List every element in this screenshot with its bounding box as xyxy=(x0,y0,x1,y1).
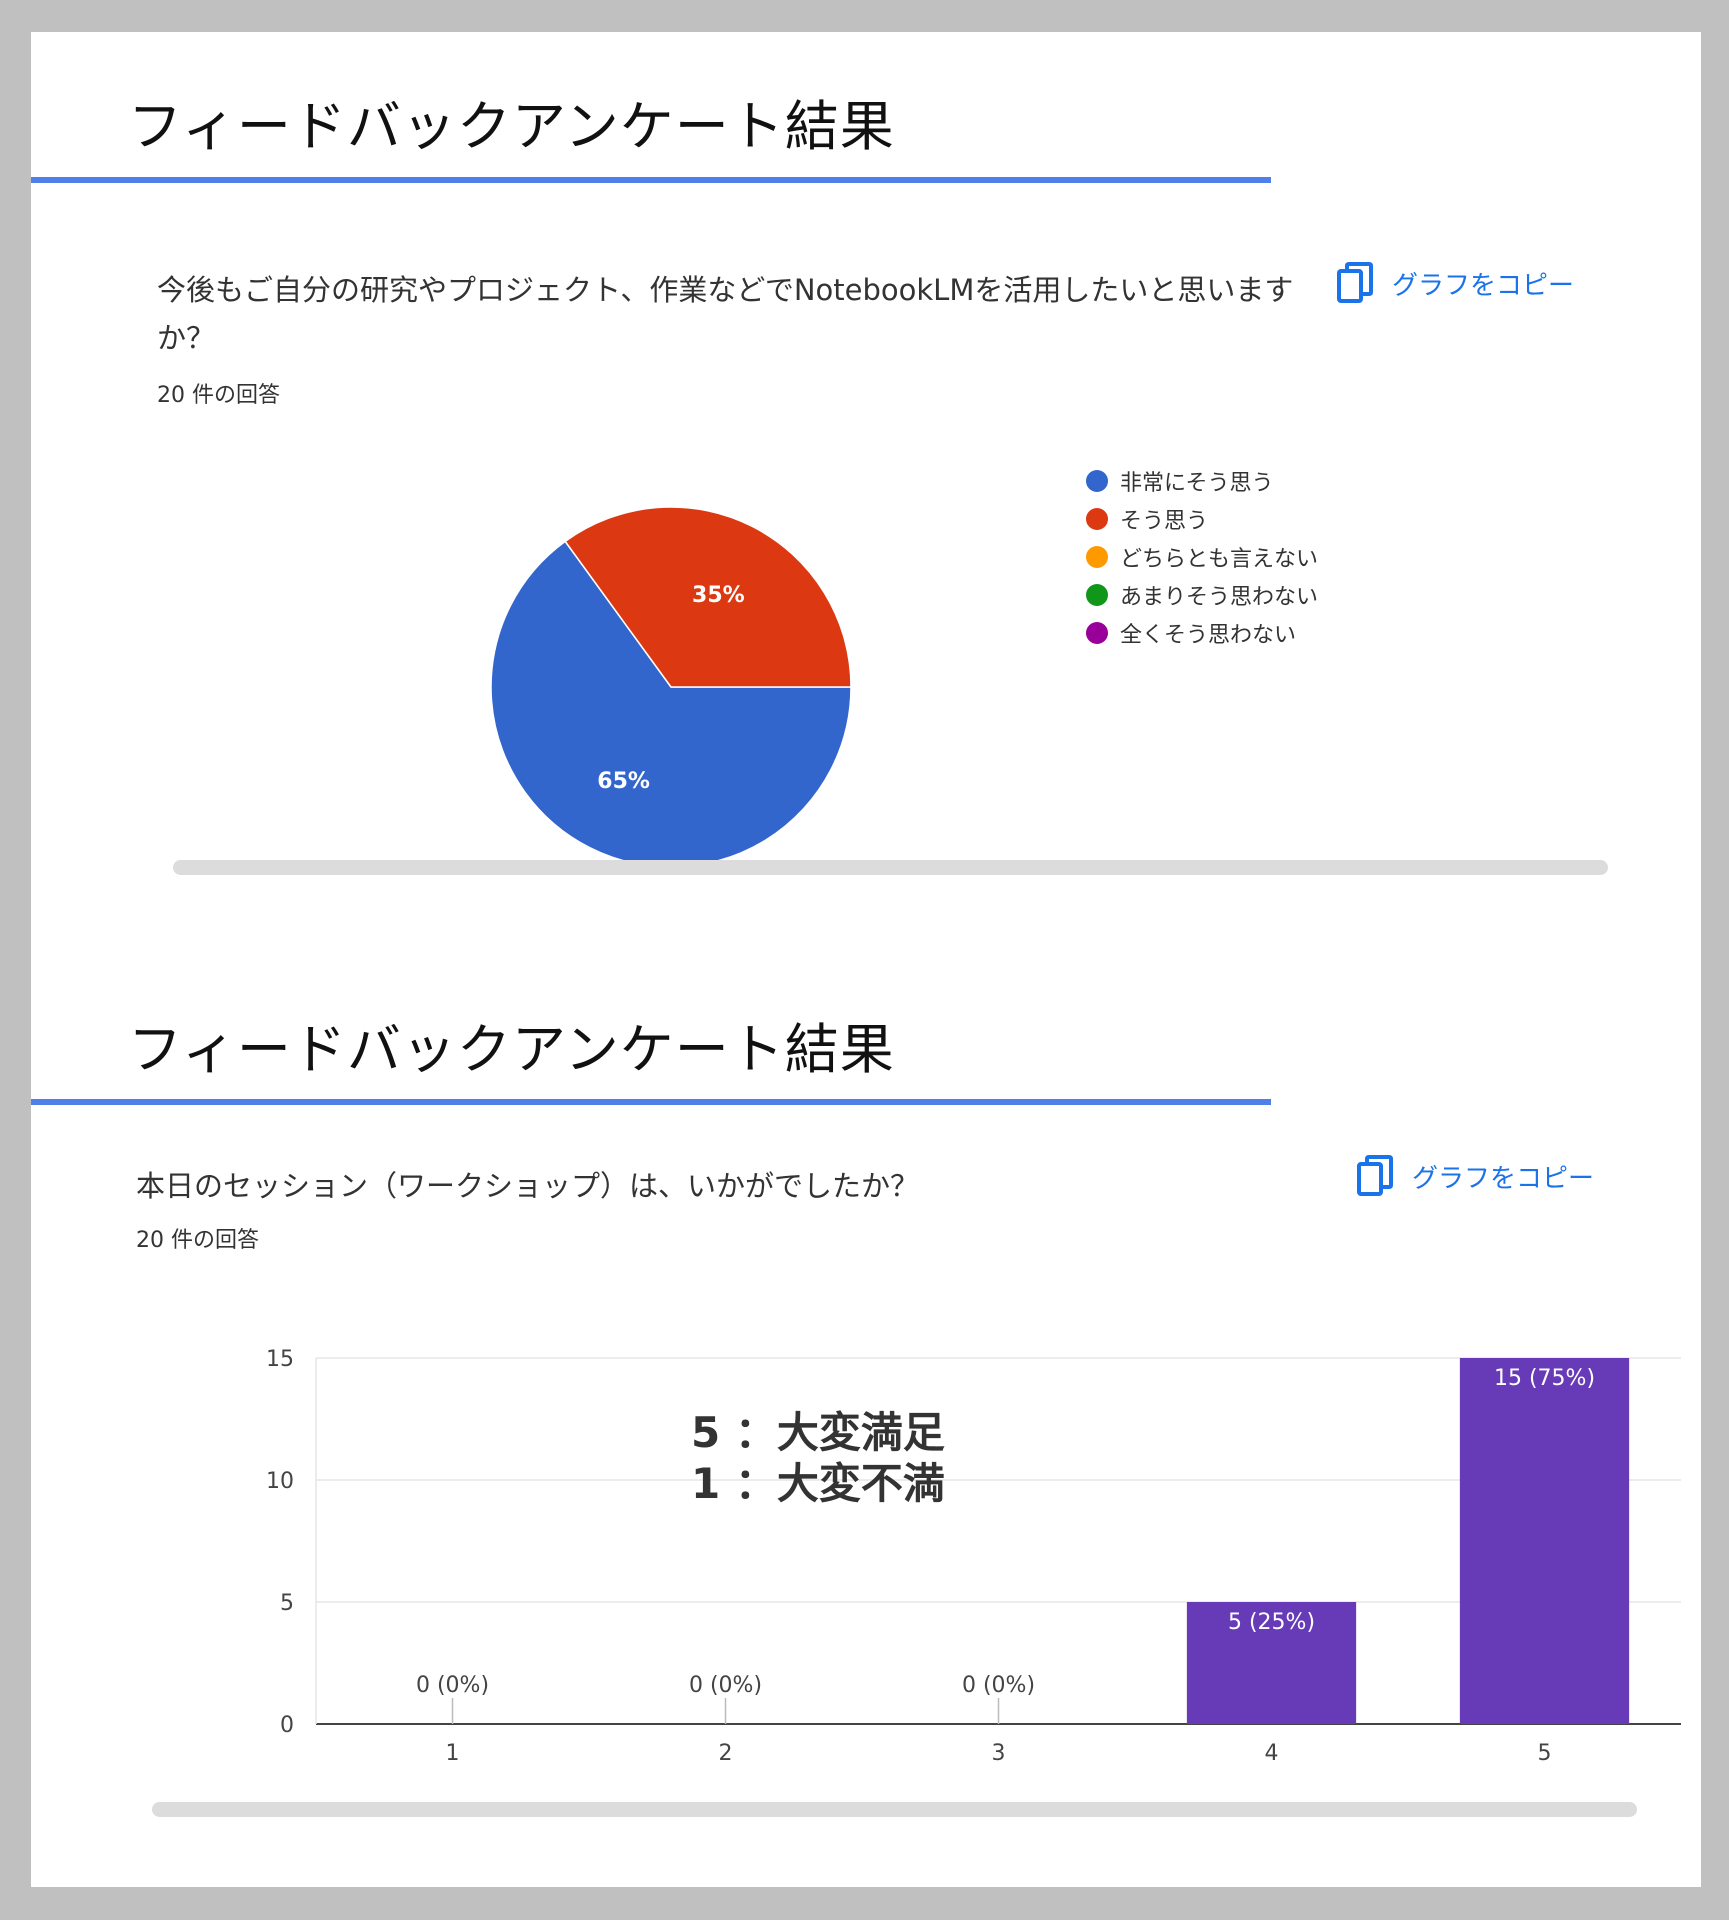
legend-label: 全くそう思わない xyxy=(1120,623,1297,648)
slice-label: 65% xyxy=(597,769,650,794)
pie-slice xyxy=(564,506,851,688)
rating-annotation: 5 ：大変満足 1 ：大変不満 xyxy=(691,1407,945,1509)
bar xyxy=(1186,1602,1357,1724)
x-tick-label: 4 xyxy=(1265,1741,1279,1766)
legend-swatch xyxy=(1086,584,1108,606)
x-tick-label: 1 xyxy=(446,1741,460,1766)
question-text: 本日のセッション（ワークショップ）は、いかがでしたか？ xyxy=(136,1169,920,1203)
horizontal-scrollbar[interactable] xyxy=(173,860,1608,875)
copy-graph-button[interactable]: グラフをコピー xyxy=(1336,262,1574,304)
x-tick-label: 3 xyxy=(992,1741,1006,1766)
section-title: フィードバックアンケート結果 xyxy=(128,1018,895,1081)
y-tick-label: 10 xyxy=(266,1469,294,1494)
legend-label: どちらとも言えない xyxy=(1120,547,1319,572)
legend-swatch xyxy=(1086,508,1108,530)
annotation-line: 1 ：大変不満 xyxy=(691,1459,945,1508)
copy-icon xyxy=(1337,262,1373,303)
title-underline xyxy=(31,177,1271,183)
legend-item: 非常にそう思う xyxy=(1086,462,1318,500)
copy-graph-button[interactable]: グラフをコピー xyxy=(1356,1155,1594,1197)
response-count: 20 件の回答 xyxy=(157,383,280,408)
legend-swatch xyxy=(1086,546,1108,568)
legend-item: あまりそう思わない xyxy=(1086,576,1318,614)
legend-label: そう思う xyxy=(1120,509,1209,534)
legend-item: そう思う xyxy=(1086,500,1318,538)
title-underline xyxy=(31,1099,1271,1105)
pie-slice xyxy=(490,540,851,868)
slice-label: 35% xyxy=(692,583,745,608)
section-title: フィードバックアンケート結果 xyxy=(128,95,895,158)
copy-graph-label: グラフをコピー xyxy=(1392,270,1575,301)
copy-graph-label: グラフをコピー xyxy=(1412,1163,1595,1194)
pie-legend: 非常にそう思う そう思う どちらとも言えない あまりそう思わない 全くそう思わな… xyxy=(1086,462,1318,652)
annotation-line: 5 ：大変満足 xyxy=(691,1408,945,1457)
bar-value-label: 0 (0%) xyxy=(962,1673,1035,1698)
legend-label: あまりそう思わない xyxy=(1120,585,1319,610)
legend-item: どちらとも言えない xyxy=(1086,538,1318,576)
legend-label: 非常にそう思う xyxy=(1120,471,1274,496)
bar-value-label: 0 (0%) xyxy=(689,1673,762,1698)
x-tick-label: 5 xyxy=(1538,1741,1552,1766)
response-count: 20 件の回答 xyxy=(136,1228,259,1253)
legend-item: 全くそう思わない xyxy=(1086,614,1318,652)
bar-value-label: 15 (75%) xyxy=(1494,1366,1595,1391)
bar-value-label: 0 (0%) xyxy=(416,1673,489,1698)
y-tick-label: 0 xyxy=(280,1713,294,1738)
legend-swatch xyxy=(1086,470,1108,492)
horizontal-scrollbar[interactable] xyxy=(152,1802,1637,1817)
x-tick-label: 2 xyxy=(719,1741,733,1766)
y-tick-label: 5 xyxy=(280,1591,294,1616)
bar-chart: 0 5 10 15 0 (0%) 1 0 (0%) 2 0 (0%) 3 5 (25%) 4 15 (7… xyxy=(266,1347,1681,1766)
question-text: 今後もご自分の研究やプロジェクト、作業などでNotebookLMを活用したいと思… xyxy=(157,273,1294,355)
bar-value-label: 5 (25%) xyxy=(1228,1610,1315,1635)
pie-chart: 65% 35% xyxy=(490,506,851,868)
copy-icon xyxy=(1357,1155,1393,1196)
page-frame: フィードバックアンケート結果 今後もご自分の研究やプロジェクト、作業などでNot… xyxy=(31,32,1701,1887)
y-tick-label: 15 xyxy=(266,1347,294,1372)
legend-swatch xyxy=(1086,622,1108,644)
bar xyxy=(1459,1358,1630,1724)
